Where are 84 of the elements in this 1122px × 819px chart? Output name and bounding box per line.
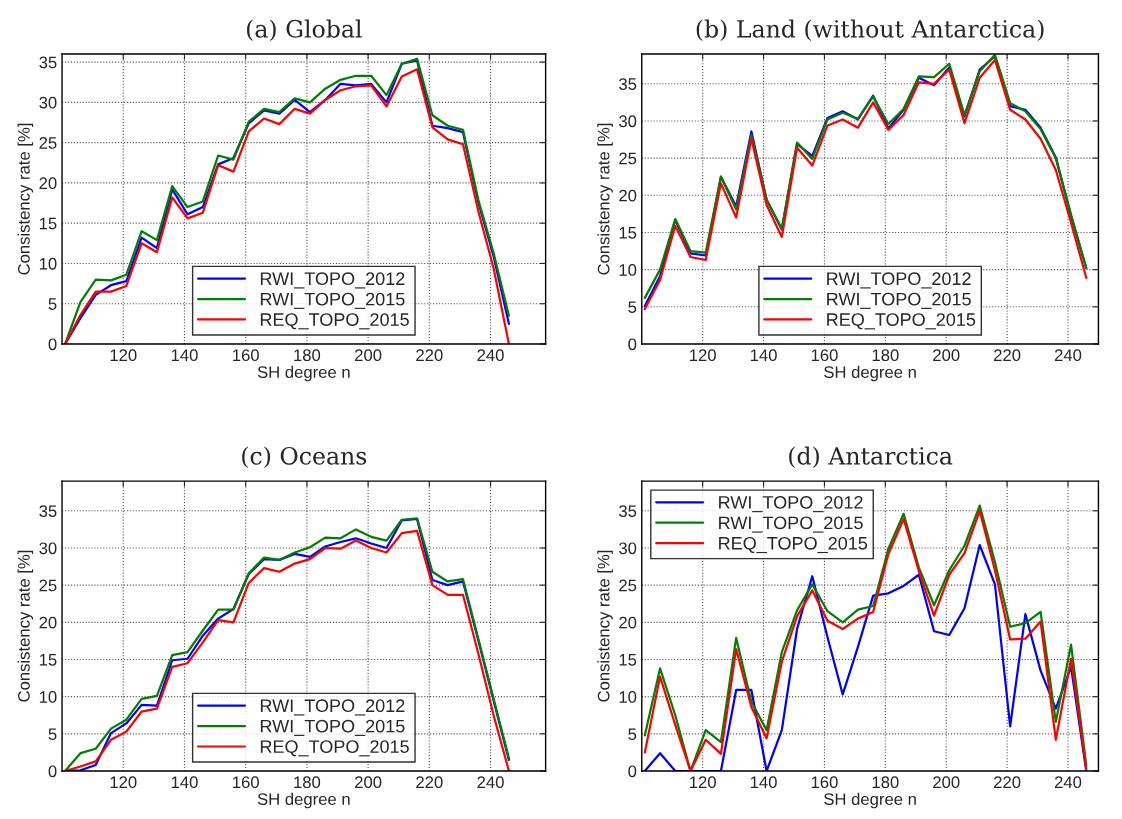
chart-title: (c) Oceans bbox=[242, 446, 367, 469]
y-tick-label: 15 bbox=[39, 654, 57, 666]
x-tick-label: 120 bbox=[690, 776, 716, 789]
y-tick-label: 35 bbox=[39, 56, 57, 69]
y-axis-title: Consistency rate [%] bbox=[597, 550, 613, 702]
y-tick-label: 10 bbox=[39, 257, 57, 270]
y-tick-label: 30 bbox=[619, 115, 637, 128]
y-tick-label: 30 bbox=[619, 542, 637, 555]
chart-title: (d) Antarctica bbox=[789, 446, 953, 469]
y-tick-label: 25 bbox=[619, 579, 637, 592]
x-tick-label: 200 bbox=[355, 349, 382, 362]
y-tick-label: 35 bbox=[619, 78, 637, 90]
y-tick-label: 15 bbox=[619, 227, 637, 239]
x-tick-label: 220 bbox=[416, 349, 443, 362]
x-tick-label: 120 bbox=[110, 776, 137, 789]
legend-label: REQ_TOPO_2015 bbox=[260, 313, 409, 330]
x-tick-label: 240 bbox=[477, 349, 504, 362]
x-tick-label: 200 bbox=[355, 776, 382, 789]
x-tick-label: 220 bbox=[994, 349, 1021, 362]
y-tick-label: 10 bbox=[619, 691, 637, 703]
x-tick-label: 140 bbox=[750, 349, 777, 362]
x-axis-title: SH degree n bbox=[824, 792, 916, 809]
legend-label: RWI_TOPO_2012 bbox=[260, 272, 405, 289]
x-axis-title: SH degree n bbox=[257, 365, 350, 382]
y-tick-label: 10 bbox=[619, 264, 637, 276]
x-axis-title: SH degree n bbox=[824, 365, 916, 382]
x-tick-label: 200 bbox=[933, 349, 960, 362]
legend-label: REQ_TOPO_2015 bbox=[719, 536, 868, 554]
y-tick-label: 30 bbox=[39, 96, 57, 109]
y-tick-label: 35 bbox=[619, 505, 637, 518]
x-tick-label: 140 bbox=[750, 776, 777, 789]
x-tick-label: 220 bbox=[994, 776, 1021, 789]
x-tick-label: 160 bbox=[811, 776, 838, 789]
y-axis-title: Consistency rate [%] bbox=[17, 123, 34, 275]
y-tick-label: 5 bbox=[628, 728, 637, 741]
x-tick-label: 240 bbox=[477, 776, 504, 789]
y-tick-label: 5 bbox=[48, 298, 57, 310]
y-tick-label: 20 bbox=[39, 177, 57, 190]
legend-label: REQ_TOPO_2015 bbox=[827, 313, 976, 330]
x-tick-label: 160 bbox=[811, 349, 838, 362]
x-tick-label: 160 bbox=[233, 349, 259, 362]
y-tick-label: 5 bbox=[628, 301, 637, 314]
x-tick-label: 160 bbox=[233, 776, 259, 789]
y-tick-label: 0 bbox=[48, 338, 57, 351]
y-axis-title: Consistency rate [%] bbox=[17, 550, 34, 702]
y-tick-label: 0 bbox=[628, 338, 637, 351]
y-axis-title: Consistency rate [%] bbox=[597, 123, 613, 275]
x-tick-label: 120 bbox=[690, 349, 716, 362]
y-tick-label: 10 bbox=[39, 691, 57, 703]
y-tick-label: 15 bbox=[619, 654, 637, 666]
legend-label: RWI_TOPO_2015 bbox=[260, 292, 405, 309]
y-tick-label: 20 bbox=[619, 616, 637, 629]
x-tick-label: 180 bbox=[294, 776, 321, 789]
x-tick-label: 140 bbox=[171, 349, 198, 362]
x-tick-label: 180 bbox=[294, 349, 321, 362]
x-tick-label: 180 bbox=[872, 776, 899, 789]
x-tick-label: 180 bbox=[872, 349, 899, 362]
y-tick-label: 35 bbox=[39, 505, 57, 518]
legend-label: RWI_TOPO_2015 bbox=[719, 516, 863, 533]
legend-label: RWI_TOPO_2012 bbox=[827, 272, 971, 289]
y-tick-label: 0 bbox=[628, 765, 637, 778]
chart-title: (b) Land (without Antarctica) bbox=[696, 19, 1044, 42]
x-tick-label: 220 bbox=[416, 776, 443, 789]
y-tick-label: 30 bbox=[39, 542, 57, 555]
x-tick-label: 200 bbox=[933, 776, 960, 789]
y-tick-label: 25 bbox=[39, 137, 57, 149]
x-axis-title: SH degree n bbox=[257, 792, 350, 809]
y-tick-label: 20 bbox=[39, 616, 57, 629]
x-tick-label: 240 bbox=[1054, 349, 1082, 362]
y-tick-label: 5 bbox=[48, 728, 57, 741]
y-tick-label: 25 bbox=[619, 152, 637, 165]
chart-title: (a) Global bbox=[247, 19, 362, 42]
legend-label: RWI_TOPO_2012 bbox=[719, 496, 863, 513]
y-tick-label: 15 bbox=[39, 217, 57, 230]
x-tick-label: 240 bbox=[1054, 776, 1082, 789]
y-tick-label: 20 bbox=[619, 189, 637, 202]
y-tick-label: 0 bbox=[48, 765, 57, 778]
x-tick-label: 120 bbox=[110, 349, 137, 362]
legend-label: RWI_TOPO_2012 bbox=[260, 699, 405, 716]
legend-label: REQ_TOPO_2015 bbox=[260, 740, 409, 757]
legend-label: RWI_TOPO_2015 bbox=[827, 292, 971, 309]
legend-label: RWI_TOPO_2015 bbox=[260, 719, 405, 736]
x-tick-label: 140 bbox=[171, 776, 198, 789]
y-tick-label: 25 bbox=[39, 579, 57, 592]
